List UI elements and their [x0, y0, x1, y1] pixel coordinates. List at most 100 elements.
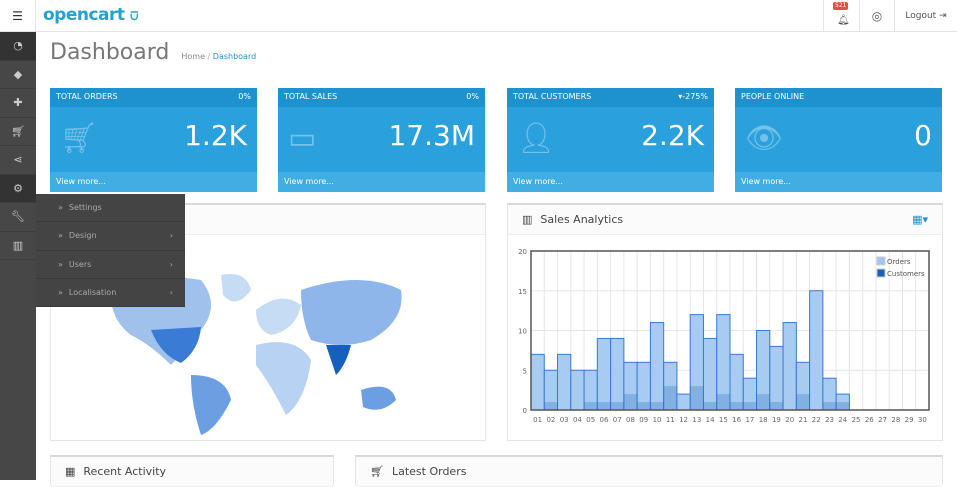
card-change: 0%: [238, 92, 251, 101]
sidebar-item-marketing[interactable]: ⋖: [0, 146, 36, 175]
bar-chart-icon: ▥: [522, 213, 533, 226]
card-value: 0: [914, 119, 932, 152]
x-tick-label: 13: [692, 416, 701, 424]
bar-orders: [809, 290, 824, 411]
menu-item-settings[interactable]: » Settings: [36, 194, 185, 223]
x-tick-label: 05: [586, 416, 595, 424]
view-more-link[interactable]: View more...: [735, 172, 942, 192]
bar-customers: [769, 402, 784, 410]
logout-button[interactable]: Logout ⇥: [894, 0, 957, 32]
caret-down-icon: ▾: [678, 92, 683, 101]
card-value: 1.2K: [184, 119, 247, 152]
sidebar-item-extensions[interactable]: ✚: [0, 89, 36, 118]
sidebar-item-system[interactable]: ⚙: [0, 174, 36, 203]
bar-customers: [822, 402, 837, 410]
x-tick-label: 18: [759, 416, 768, 424]
menu-item-design[interactable]: » Design ›: [36, 222, 185, 251]
wrench-icon: 🔧︎: [11, 210, 25, 224]
bar-customers: [610, 402, 624, 410]
map-india: [326, 345, 351, 375]
breadcrumb-dashboard[interactable]: Dashboard: [212, 52, 257, 61]
sidebar-item-catalog[interactable]: ◆: [0, 61, 36, 89]
x-tick-label: 02: [546, 416, 555, 424]
bar-customers: [637, 402, 651, 410]
menu-item-users[interactable]: » Users ›: [36, 251, 185, 279]
gear-icon: ⚙: [13, 181, 23, 195]
map-greenland: [221, 274, 251, 302]
x-tick-label: 14: [706, 416, 715, 424]
y-tick-label: 0: [523, 407, 527, 415]
sidebar-item-dashboard[interactable]: ◔: [0, 32, 36, 61]
recent-activity-title: Recent Activity: [83, 465, 167, 478]
bar-customers: [623, 394, 638, 410]
bar-orders: [729, 353, 744, 411]
notification-badge: 521: [833, 2, 849, 10]
bar-customers: [730, 402, 744, 410]
share-icon: ⋖: [13, 153, 23, 167]
sales-analytics-panel: ▥ Sales Analytics ▦▾ 0 5 10 15 20 01 02 03 04 05 0…: [507, 203, 943, 441]
bar-orders: [596, 337, 612, 411]
life-ring-icon: ◎: [871, 9, 883, 23]
chevron-right-icon: ›: [169, 259, 173, 269]
bar-customers: [756, 394, 770, 410]
x-tick-label: 22: [812, 416, 821, 424]
card-title: TOTAL SALES: [284, 92, 338, 101]
chevron-right-icon: ›: [169, 231, 173, 241]
bar-customers: [703, 402, 717, 410]
map-africa: [256, 342, 311, 415]
card-people-online: PEOPLE ONLINE 👁︎ 0 View more...: [735, 88, 942, 192]
bar-customers: [650, 402, 664, 410]
view-more-link[interactable]: View more...: [50, 172, 257, 192]
sign-out-icon: ⇥: [939, 11, 947, 21]
plot-border: [530, 250, 930, 411]
bar-orders: [570, 369, 585, 411]
page-heading: Dashboard Home / Dashboard: [50, 40, 256, 65]
menu-toggle-button[interactable]: ☰: [0, 0, 36, 32]
double-chevron-icon: »: [58, 203, 63, 213]
view-more-link[interactable]: View more...: [278, 172, 485, 192]
sidebar-item-reports[interactable]: ▥: [0, 232, 36, 260]
eye-icon: 👁︎: [745, 121, 784, 156]
breadcrumb-home[interactable]: Home: [181, 52, 205, 61]
map-australia: [361, 386, 396, 410]
bar-customers: [836, 402, 850, 410]
legend-label: Customers: [887, 270, 925, 278]
menu-icon: ☰: [12, 9, 23, 23]
x-tick-label: 21: [799, 416, 808, 424]
y-tick-label: 20: [518, 248, 527, 256]
card-total-sales: TOTAL SALES 0% ▭ 17.3M View more...: [278, 88, 485, 192]
card-title: TOTAL CUSTOMERS: [513, 92, 592, 101]
logo[interactable]: opencart ⩂: [43, 5, 138, 25]
cart-icon: 🛒︎: [60, 121, 99, 156]
bar-orders: [649, 322, 665, 411]
puzzle-icon: ✚: [13, 96, 23, 110]
analytics-title: Sales Analytics: [540, 213, 624, 226]
x-tick-label: 03: [560, 416, 569, 424]
double-chevron-icon: »: [58, 259, 63, 269]
sidebar-item-tools[interactable]: 🔧︎: [0, 203, 36, 232]
x-tick-label: 09: [639, 416, 648, 424]
card-change: -275%: [682, 92, 708, 101]
notifications-button[interactable]: 521 🔔︎: [823, 0, 859, 32]
calendar-dropdown-button[interactable]: ▦▾: [912, 213, 928, 226]
sidebar-item-sales[interactable]: 🛒︎: [0, 118, 36, 146]
bar-customers: [584, 402, 598, 410]
bar-customers: [597, 402, 611, 410]
x-tick-label: 23: [825, 416, 834, 424]
menu-item-localisation[interactable]: » Localisation ›: [36, 279, 185, 308]
map-usa: [151, 327, 201, 363]
view-more-link[interactable]: View more...: [507, 172, 714, 192]
x-tick-label: 28: [891, 416, 900, 424]
card-total-orders: TOTAL ORDERS 0% 🛒︎ 1.2K View more...: [50, 88, 257, 192]
y-tick-label: 15: [518, 288, 527, 296]
x-tick-label: 06: [600, 416, 609, 424]
legend-swatch: [876, 268, 886, 278]
x-tick-label: 24: [838, 416, 847, 424]
bar-orders: [610, 337, 625, 411]
legend-swatch: [876, 256, 886, 266]
bar-orders: [557, 353, 572, 411]
x-tick-label: 12: [679, 416, 688, 424]
card-change: 0%: [466, 92, 479, 101]
help-button[interactable]: ◎: [859, 0, 894, 32]
